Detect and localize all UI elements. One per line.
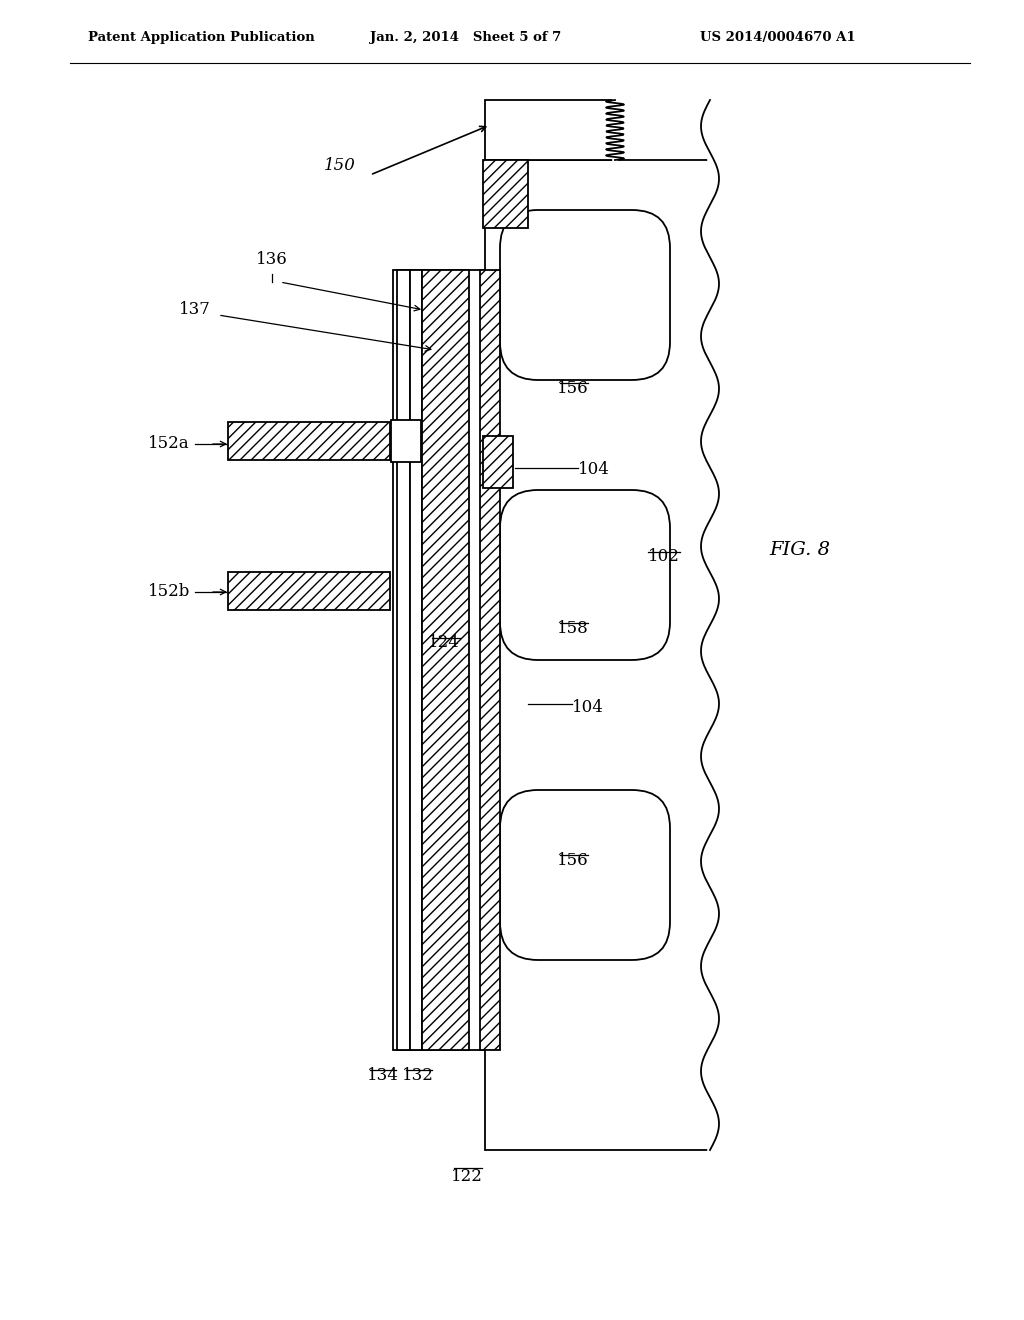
- Text: US 2014/0004670 A1: US 2014/0004670 A1: [700, 30, 856, 44]
- Bar: [410, 271, 422, 1049]
- Bar: [483, 436, 513, 488]
- Bar: [485, 160, 710, 1150]
- Bar: [422, 271, 469, 1049]
- Text: 137: 137: [179, 301, 211, 318]
- Text: 104: 104: [572, 698, 604, 715]
- Bar: [485, 100, 615, 160]
- Text: 152a: 152a: [148, 436, 190, 453]
- Text: 156: 156: [557, 851, 589, 869]
- Bar: [393, 271, 485, 1049]
- Bar: [480, 271, 500, 1049]
- Text: 136: 136: [256, 252, 288, 268]
- Text: Jan. 2, 2014   Sheet 5 of 7: Jan. 2, 2014 Sheet 5 of 7: [370, 30, 561, 44]
- Bar: [397, 271, 410, 1049]
- Text: 104: 104: [578, 462, 610, 479]
- Text: 124: 124: [428, 634, 460, 651]
- Bar: [483, 160, 528, 228]
- Text: 134: 134: [367, 1067, 399, 1084]
- Bar: [228, 572, 390, 610]
- FancyBboxPatch shape: [500, 490, 670, 660]
- Text: Patent Application Publication: Patent Application Publication: [88, 30, 314, 44]
- Text: 156: 156: [557, 380, 589, 397]
- Text: FIG. 8: FIG. 8: [769, 541, 830, 558]
- Bar: [391, 420, 421, 462]
- FancyBboxPatch shape: [500, 210, 670, 380]
- Text: 150: 150: [324, 157, 356, 173]
- Text: 122: 122: [451, 1168, 483, 1185]
- Bar: [228, 422, 390, 459]
- Text: 132: 132: [402, 1067, 434, 1084]
- Text: 158: 158: [557, 620, 589, 638]
- Text: 152b: 152b: [147, 583, 190, 601]
- Text: 102: 102: [648, 548, 680, 565]
- FancyBboxPatch shape: [500, 789, 670, 960]
